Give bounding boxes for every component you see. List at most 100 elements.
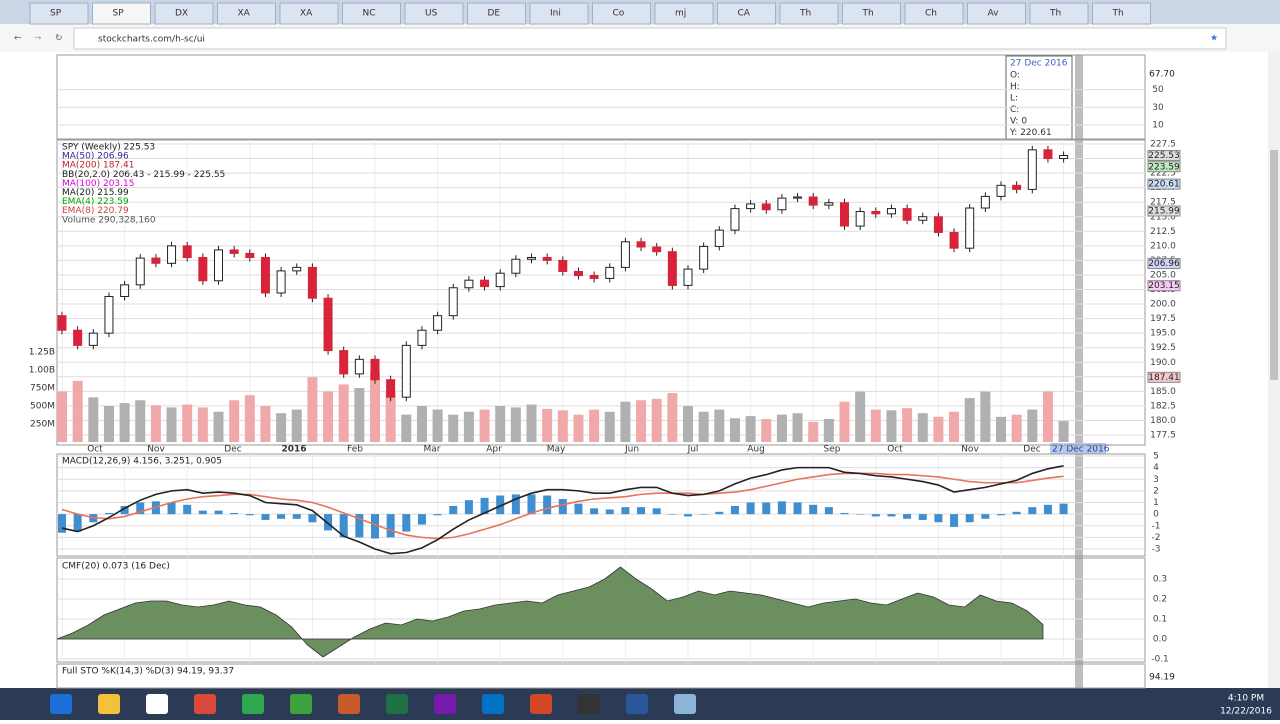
taskbar-icon[interactable] bbox=[50, 694, 72, 714]
volume-bar bbox=[479, 409, 490, 442]
tab-title: Th bbox=[799, 9, 811, 19]
candle bbox=[57, 315, 67, 331]
y-tick-label: 192.5 bbox=[1150, 343, 1176, 353]
volume-bar bbox=[88, 397, 99, 442]
tab-title: Th bbox=[1049, 9, 1061, 19]
candle bbox=[949, 231, 959, 249]
tab[interactable] bbox=[654, 2, 714, 25]
histogram-bar bbox=[856, 514, 865, 515]
tab[interactable] bbox=[404, 2, 464, 25]
reload-button[interactable]: ↻ bbox=[55, 34, 63, 44]
candle bbox=[120, 284, 130, 297]
volume-bar bbox=[260, 406, 271, 442]
volume-bar bbox=[495, 406, 506, 442]
histogram-bar bbox=[590, 508, 599, 515]
histogram-bar bbox=[73, 514, 82, 532]
y-tick-label: 190.0 bbox=[1150, 358, 1176, 368]
taskbar-icon[interactable] bbox=[194, 694, 216, 714]
volume-bar bbox=[135, 400, 146, 442]
month-label: Dec bbox=[1023, 445, 1040, 455]
tab[interactable] bbox=[467, 2, 526, 25]
candle bbox=[417, 329, 427, 346]
taskbar-icon[interactable] bbox=[242, 694, 264, 714]
candle bbox=[605, 266, 615, 279]
tab[interactable] bbox=[154, 2, 214, 25]
candle bbox=[182, 245, 192, 258]
taskbar-icon[interactable] bbox=[578, 694, 600, 714]
tab[interactable] bbox=[592, 2, 651, 25]
candle bbox=[620, 241, 630, 268]
month-label: May bbox=[547, 445, 566, 455]
taskbar-icon[interactable] bbox=[482, 694, 504, 714]
omnibox[interactable] bbox=[73, 27, 1227, 50]
tab[interactable] bbox=[279, 2, 339, 25]
tab[interactable] bbox=[529, 2, 589, 25]
y-tick-label: 197.5 bbox=[1150, 314, 1176, 324]
histogram-bar bbox=[449, 505, 458, 515]
histogram-bar bbox=[730, 505, 739, 515]
taskbar-icon[interactable] bbox=[338, 694, 360, 714]
volume-bar bbox=[1058, 421, 1069, 442]
candle bbox=[1043, 149, 1053, 160]
y-tick-label: 185.0 bbox=[1150, 387, 1176, 397]
tab[interactable] bbox=[717, 2, 776, 25]
tab[interactable] bbox=[967, 2, 1026, 25]
histogram-bar bbox=[198, 510, 207, 515]
taskbar-icon[interactable] bbox=[386, 694, 408, 714]
tab-title: NC bbox=[363, 9, 376, 19]
volume-bar bbox=[197, 407, 208, 442]
histogram-bar bbox=[684, 514, 692, 517]
histogram-bar bbox=[480, 497, 489, 515]
price-label: 215.99 bbox=[1148, 206, 1180, 216]
volume-tick-label: 1.00B bbox=[29, 366, 55, 376]
taskbar-icon[interactable] bbox=[626, 694, 648, 714]
tab[interactable] bbox=[1029, 2, 1089, 25]
histogram-bar bbox=[167, 502, 176, 515]
candle bbox=[1012, 184, 1022, 190]
candle bbox=[667, 251, 677, 286]
taskbar-icon[interactable] bbox=[290, 694, 312, 714]
volume-bar bbox=[119, 403, 130, 442]
volume-bar bbox=[1027, 409, 1038, 442]
y-tick-label: 180.0 bbox=[1150, 416, 1176, 426]
histogram-bar bbox=[1043, 504, 1052, 515]
taskbar-icon[interactable] bbox=[434, 694, 456, 714]
month-label: Sep bbox=[824, 445, 841, 455]
candle bbox=[730, 208, 740, 231]
tab[interactable] bbox=[779, 2, 839, 25]
tab[interactable] bbox=[1092, 2, 1151, 25]
tooltip-box bbox=[1005, 55, 1073, 141]
tab[interactable] bbox=[217, 2, 276, 25]
month-label: Mar bbox=[424, 445, 441, 455]
histogram-bar bbox=[543, 495, 552, 515]
histogram-bar bbox=[104, 512, 113, 515]
panel bbox=[56, 453, 1146, 557]
candle bbox=[855, 211, 865, 227]
taskbar-icon[interactable] bbox=[674, 694, 696, 714]
scroll-thumb[interactable] bbox=[1270, 150, 1278, 380]
y-tick-label: 210.0 bbox=[1150, 241, 1176, 251]
volume-bar bbox=[307, 377, 318, 442]
legend-entry: MA(200) 187.41 bbox=[62, 161, 134, 171]
taskbar-icon[interactable] bbox=[98, 694, 120, 714]
histogram-bar bbox=[183, 504, 192, 515]
candle bbox=[542, 256, 552, 261]
tab[interactable] bbox=[342, 2, 401, 25]
volume-bar bbox=[792, 413, 803, 442]
tab[interactable] bbox=[92, 2, 151, 25]
back-button[interactable]: ← bbox=[14, 34, 22, 44]
candle bbox=[323, 297, 333, 352]
histogram-bar bbox=[261, 514, 270, 520]
bookmark-star[interactable]: ★ bbox=[1210, 34, 1218, 44]
taskbar-icon[interactable] bbox=[146, 694, 168, 714]
tab[interactable] bbox=[29, 2, 89, 25]
legend-entry: Volume 290,328,160 bbox=[62, 215, 156, 225]
y-tick-label: 195.0 bbox=[1150, 329, 1176, 339]
taskbar-icon[interactable] bbox=[530, 694, 552, 714]
month-label: Jun bbox=[624, 445, 639, 455]
tab[interactable] bbox=[842, 2, 901, 25]
candle bbox=[996, 184, 1006, 197]
macd-line bbox=[61, 472, 1064, 540]
tab[interactable] bbox=[904, 2, 964, 25]
